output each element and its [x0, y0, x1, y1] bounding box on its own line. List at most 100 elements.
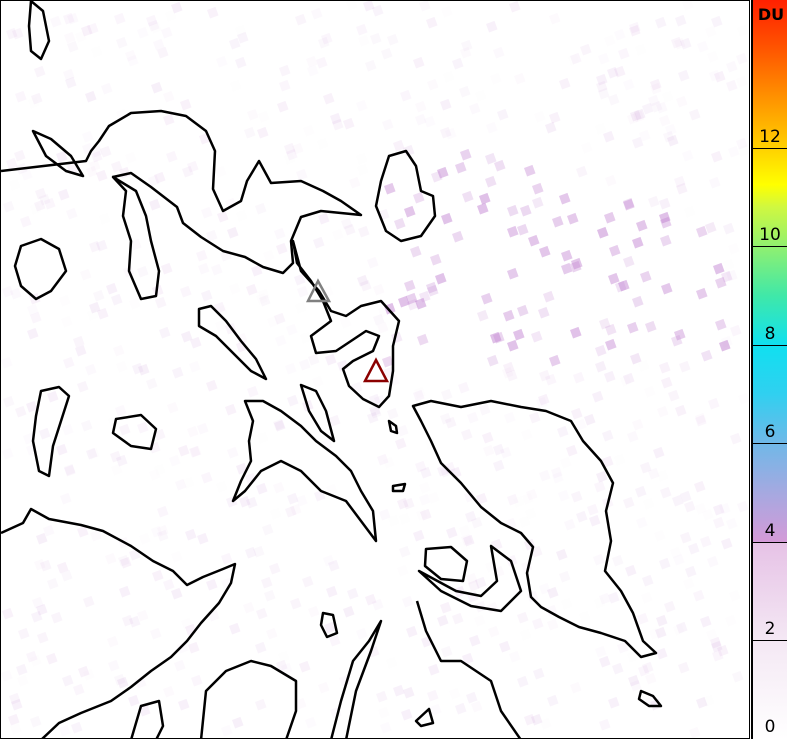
so2-pixel	[375, 690, 388, 703]
so2-pixel	[465, 691, 478, 704]
so2-pixel	[414, 460, 427, 473]
so2-pixel	[427, 689, 439, 702]
so2-pixel	[547, 694, 559, 707]
so2-pixel	[358, 225, 370, 238]
so2-pixel	[412, 529, 425, 542]
so2-pixel	[592, 390, 604, 403]
so2-pixel	[663, 130, 675, 143]
colorbar-tick-label: 10	[759, 225, 781, 246]
so2-pixel	[672, 494, 684, 507]
so2-pixel	[487, 625, 500, 638]
so2-pixel	[317, 212, 330, 225]
so2-pixel	[261, 576, 273, 589]
so2-pixel	[96, 239, 108, 252]
so2-pixel	[1, 285, 14, 298]
so2-pixel	[358, 35, 370, 47]
so2-pixel	[471, 516, 483, 529]
so2-pixel	[196, 249, 208, 262]
so2-pixel	[272, 481, 285, 494]
so2-pixel	[160, 26, 173, 39]
so2-pixel	[414, 113, 427, 126]
so2-pixel	[700, 535, 712, 548]
so2-pixel	[653, 446, 665, 459]
so2-pixel	[719, 339, 731, 352]
so2-pixel	[206, 578, 218, 591]
so2-pixel	[709, 176, 721, 189]
so2-pixel	[66, 207, 78, 220]
so2-pixel	[393, 217, 406, 230]
so2-pixel	[492, 459, 505, 472]
so2-pixel	[632, 136, 644, 149]
so2-pixel	[261, 523, 274, 536]
so2-pixel	[659, 557, 671, 570]
so2-pixel	[75, 344, 87, 357]
so2-pixel	[443, 71, 455, 83]
so2-pixel	[476, 492, 488, 505]
so2-pixel	[62, 674, 74, 687]
so2-pixel	[111, 160, 123, 173]
so2-pixel	[403, 144, 415, 157]
so2-pixel	[445, 416, 457, 429]
so2-pixel	[414, 100, 427, 113]
so2-pixel	[593, 553, 605, 566]
so2-pixel	[163, 90, 175, 103]
so2-pixel	[296, 168, 308, 181]
so2-pixel	[457, 381, 470, 394]
so2-pixel	[608, 591, 620, 604]
so2-pixel	[380, 722, 392, 734]
so2-pixel	[63, 68, 75, 81]
so2-pixel	[710, 636, 722, 649]
so2-pixel	[181, 165, 194, 178]
so2-pixel	[705, 221, 717, 234]
so2-pixel	[396, 497, 409, 510]
so2-pixel	[726, 269, 738, 282]
so2-pixel	[632, 418, 644, 431]
so2-pixel	[549, 354, 561, 367]
so2-pixel	[492, 46, 505, 59]
so2-pixel	[80, 268, 92, 281]
so2-pixel	[125, 152, 137, 164]
so2-pixel	[648, 467, 660, 480]
so2-pixel	[9, 692, 21, 705]
so2-pixel	[224, 403, 237, 416]
so2-pixel	[506, 267, 519, 280]
so2-pixel	[274, 419, 286, 432]
so2-pixel	[128, 694, 140, 707]
so2-pixel	[188, 641, 200, 654]
so2-pixel	[640, 270, 652, 283]
so2-pixel	[695, 414, 707, 427]
so2-pixel	[371, 4, 384, 17]
so2-pixel	[180, 285, 192, 298]
so2-pixel	[605, 323, 617, 336]
so2-pixel	[461, 428, 473, 441]
so2-pixel	[191, 674, 203, 687]
so2-pixel	[503, 361, 515, 374]
so2-pixel	[137, 27, 149, 39]
so2-pixel	[37, 631, 49, 644]
map-panel	[0, 0, 750, 739]
so2-pixel	[514, 72, 526, 85]
so2-pixel	[369, 404, 381, 417]
so2-pixel	[255, 641, 267, 654]
so2-pixel	[393, 139, 405, 152]
so2-pixel	[655, 626, 667, 639]
so2-pixel	[676, 125, 688, 137]
so2-pixel	[384, 182, 396, 195]
so2-pixel	[157, 529, 169, 542]
coastline-long-peninsula	[111, 175, 161, 301]
so2-pixel	[635, 44, 647, 56]
so2-pixel	[5, 27, 18, 40]
so2-pixel	[342, 605, 355, 618]
coastline-north-island	[27, 0, 51, 61]
so2-pixel	[399, 513, 411, 525]
so2-pixel	[118, 554, 130, 567]
so2-pixel	[303, 125, 315, 137]
so2-pixel	[678, 69, 690, 82]
so2-pixel	[500, 446, 512, 459]
so2-pixel	[80, 24, 93, 37]
so2-pixel	[644, 386, 656, 398]
so2-pixel	[3, 395, 15, 408]
so2-pixel	[71, 721, 83, 734]
so2-pixel	[46, 390, 59, 403]
